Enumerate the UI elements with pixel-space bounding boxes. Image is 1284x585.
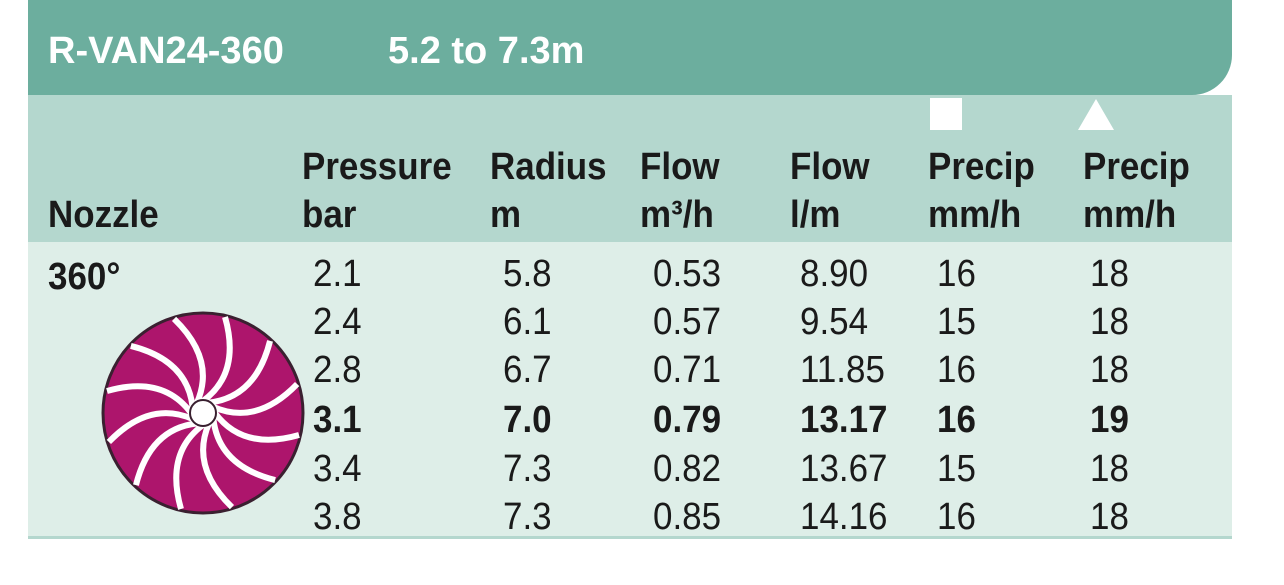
cell: 18 — [1090, 253, 1129, 295]
column-header: m³/h — [640, 194, 714, 236]
cell: 6.1 — [503, 301, 552, 343]
cell: 2.4 — [313, 301, 362, 343]
triangle-icon — [1078, 99, 1114, 130]
row-label: 360° — [48, 256, 121, 298]
cell: 16 — [937, 399, 976, 441]
title: R-VAN24-360 — [48, 30, 284, 72]
cell: 7.3 — [503, 448, 552, 490]
column-header — [28, 95, 1232, 242]
nozzle-icon — [101, 311, 305, 515]
cell: 7.3 — [503, 496, 552, 538]
cell: 15 — [937, 448, 976, 490]
cell: 3.8 — [313, 496, 362, 538]
cell: 6.7 — [503, 349, 552, 391]
column-header: Precip — [1083, 146, 1190, 188]
cell: 0.53 — [653, 253, 722, 295]
cell: 18 — [1090, 349, 1129, 391]
cell: 3.4 — [313, 448, 362, 490]
column-header: l/m — [790, 194, 841, 236]
cell: 5.8 — [503, 253, 552, 295]
column-header: Pressure — [302, 146, 452, 188]
cell: 2.8 — [313, 349, 362, 391]
column-header: bar — [302, 194, 357, 236]
cell: 15 — [937, 301, 976, 343]
cell: 16 — [937, 496, 976, 538]
cell: 0.82 — [653, 448, 722, 490]
header-bar — [28, 0, 1232, 95]
cell: 0.71 — [653, 349, 722, 391]
cell: 18 — [1090, 496, 1129, 538]
column-header: Flow — [790, 146, 870, 188]
cell: 2.1 — [313, 253, 362, 295]
cell: 16 — [937, 349, 976, 391]
cell: 13.17 — [800, 399, 888, 441]
cell: 0.85 — [653, 496, 722, 538]
column-header: Precip — [928, 146, 1035, 188]
cell: 13.67 — [800, 448, 888, 490]
cell: 7.0 — [503, 399, 552, 441]
column-header: Radius — [490, 146, 607, 188]
cell: 16 — [937, 253, 976, 295]
column-header: Flow — [640, 146, 720, 188]
square-icon — [930, 98, 962, 130]
column-header: mm/h — [1083, 194, 1177, 236]
column-header: m — [490, 194, 522, 236]
cell: 9.54 — [800, 301, 869, 343]
cell: 0.57 — [653, 301, 722, 343]
column-header: Nozzle — [48, 194, 159, 236]
cell: 0.79 — [653, 399, 722, 441]
cell: 3.1 — [313, 399, 362, 441]
cell: 8.90 — [800, 253, 869, 295]
cell: 18 — [1090, 301, 1129, 343]
range: 5.2 to 7.3m — [388, 30, 585, 72]
cell: 18 — [1090, 448, 1129, 490]
cell: 14.16 — [800, 496, 888, 538]
column-header: mm/h — [928, 194, 1022, 236]
cell: 11.85 — [800, 349, 885, 391]
cell: 19 — [1090, 399, 1129, 441]
